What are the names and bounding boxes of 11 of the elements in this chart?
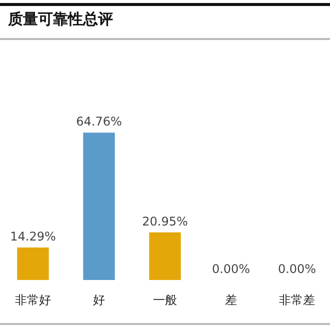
x-tick-label: 非常好 (15, 293, 51, 307)
data-label: 20.95% (142, 214, 188, 228)
x-tick-label: 好 (93, 293, 105, 307)
chart-title: 质量可靠性总评 (8, 10, 113, 29)
data-label: 14.29% (10, 229, 56, 244)
data-label: 0.00% (278, 262, 316, 276)
data-label: 0.00% (212, 262, 250, 276)
x-tick-label: 一般 (153, 293, 177, 307)
data-label: 64.76% (76, 114, 122, 129)
x-tick-label: 差 (225, 293, 237, 307)
x-tick-label: 非常差 (279, 293, 315, 307)
